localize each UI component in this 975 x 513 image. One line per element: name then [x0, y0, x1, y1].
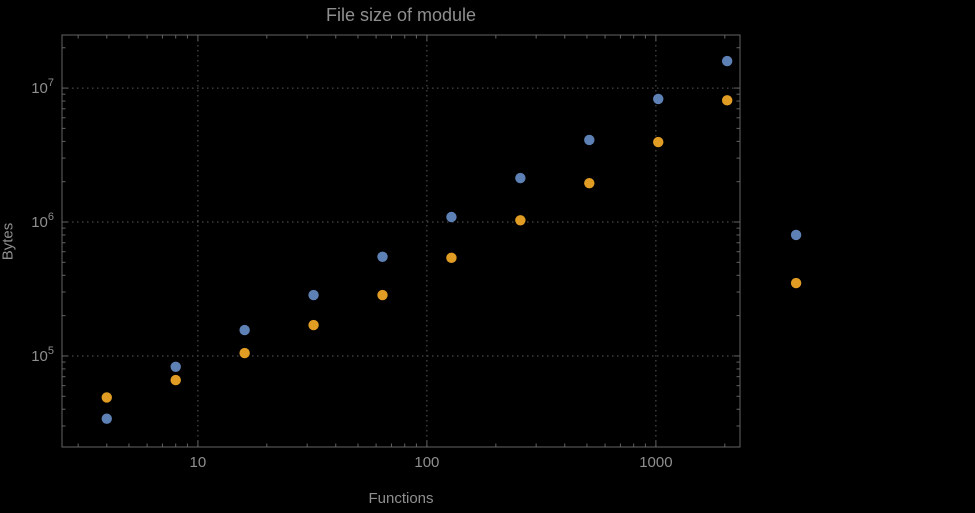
scatter-point-series-blue — [446, 211, 457, 223]
y-tick-label: 107 — [31, 77, 54, 97]
scatter-point-series-blue — [170, 361, 181, 372]
scatter-point-series-orange — [377, 289, 388, 301]
x-tick-label: 10 — [190, 454, 207, 471]
scatter-point-series-orange — [446, 252, 457, 264]
scatter-point-series-orange — [721, 95, 733, 106]
scatter-point-series-orange — [515, 215, 526, 226]
scatter-point-series-blue — [584, 134, 595, 146]
scatter-point-series-blue — [308, 289, 319, 301]
scatter-point-series-orange — [170, 374, 181, 386]
scatter-point-series-blue — [515, 172, 526, 184]
plot-frame — [61, 34, 741, 448]
scatter-point-series-blue — [790, 229, 802, 241]
scatter-point-series-orange — [653, 136, 664, 148]
scatter-point-series-orange — [584, 177, 595, 189]
y-tick-label: 105 — [31, 345, 54, 365]
scatter-point-series-blue — [377, 251, 388, 262]
chart-title: File size of module — [325, 5, 477, 25]
scatter-point-series-blue — [239, 324, 250, 336]
scatter-point-series-blue — [653, 93, 664, 105]
scatter-point-series-orange — [790, 277, 802, 289]
scatter-point-series-orange — [239, 347, 250, 359]
x-tick-label: 1000 — [639, 454, 672, 471]
scatter-point-series-orange — [308, 319, 319, 331]
y-tick-label: 106 — [31, 211, 54, 231]
scatter-point-series-blue — [101, 413, 112, 424]
scatter-point-series-blue — [721, 55, 733, 67]
x-axis-label: Functions — [368, 490, 434, 507]
x-tick-label: 100 — [414, 454, 439, 471]
y-axis-label: Bytes — [0, 222, 17, 261]
scatter-point-series-orange — [101, 392, 112, 403]
